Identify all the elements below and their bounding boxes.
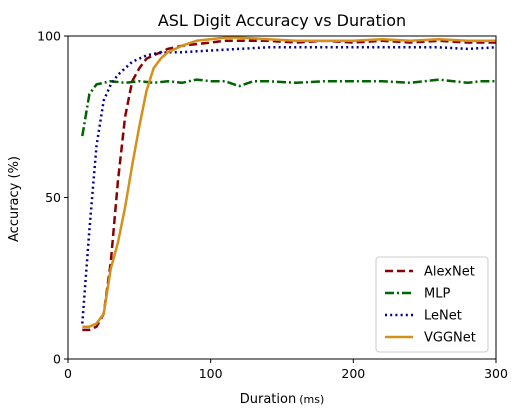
- legend-label-vggnet: VGGNet: [424, 331, 476, 346]
- y-tick-label-0: 0: [53, 352, 61, 367]
- y-axis-label: Accuracy (%): [7, 156, 22, 242]
- legend: AlexNet MLP LeNet VGGNet: [375, 256, 489, 353]
- x-tick-label-200: 200: [341, 366, 365, 381]
- x-tick-label-300: 300: [484, 366, 508, 381]
- plot-frame: [67, 35, 497, 360]
- x-axis-label: Duration (ms): [240, 392, 325, 407]
- series-line-lenet: [81, 46, 497, 324]
- chart-title: ASL Digit Accuracy vs Duration: [158, 11, 406, 30]
- y-tick-label-50: 50: [45, 190, 61, 205]
- x-axis-label-text: Duration: [240, 392, 296, 407]
- series-layer: [81, 36, 497, 332]
- legend-box: [375, 256, 489, 353]
- legend-label-lenet: LeNet: [424, 309, 462, 324]
- legend-label-mlp: MLP: [424, 287, 450, 302]
- x-axis-label-unit: (ms): [299, 393, 324, 406]
- ticks: 0 100 200 300 0 50 100: [37, 29, 508, 382]
- y-axis-label-group: Accuracy (%): [7, 156, 22, 242]
- series-line-vggnet: [82, 36, 496, 328]
- legend-label-alexnet: AlexNet: [424, 265, 475, 280]
- series-line-mlp: [81, 78, 496, 137]
- y-tick-label-100: 100: [37, 29, 61, 44]
- x-tick-label-100: 100: [199, 366, 223, 381]
- x-tick-label-0: 0: [64, 366, 72, 381]
